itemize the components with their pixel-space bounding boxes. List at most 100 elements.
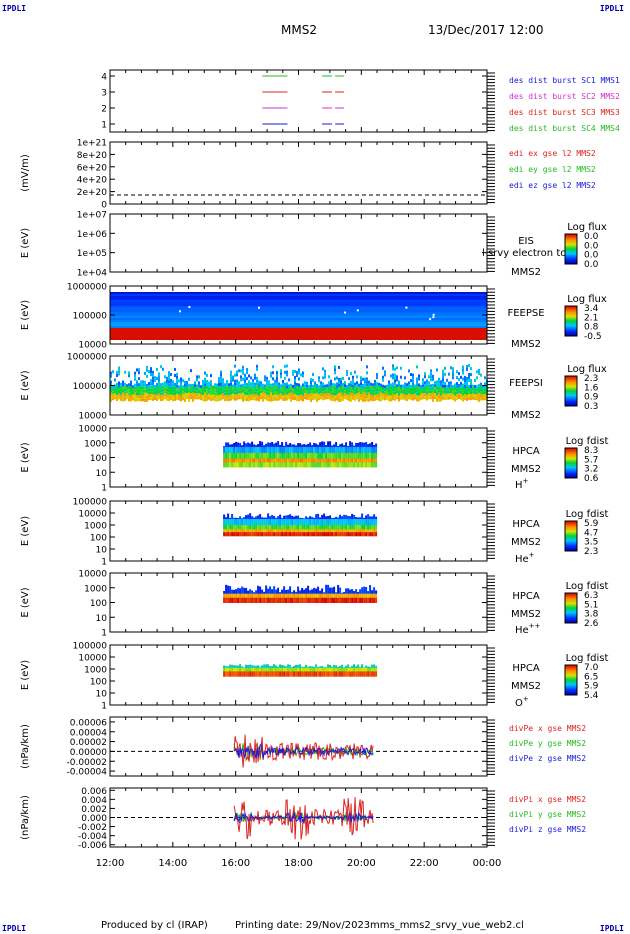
spectrogram-cell	[317, 462, 320, 468]
spectrogram-cell	[341, 516, 344, 520]
spectrogram-cell	[242, 398, 244, 402]
instrument-label: FEEPSE	[507, 308, 544, 319]
spectrogram-cell	[228, 398, 230, 402]
spectrogram-cell	[200, 385, 202, 389]
spectrogram-cell	[276, 373, 278, 377]
panel-frame	[109, 69, 488, 133]
spectrogram-cell	[311, 525, 314, 530]
spectrogram-cell	[178, 394, 180, 398]
spectrogram-cell	[292, 393, 294, 397]
spectrogram-cell	[232, 390, 234, 394]
spectrogram-cell	[424, 396, 426, 400]
spectrogram-cell	[249, 532, 252, 537]
spectrogram-cell	[390, 383, 392, 387]
spectrogram-cell	[474, 397, 476, 401]
spectrogram-cell	[246, 389, 248, 393]
spectrogram-cell	[120, 382, 122, 386]
spectrogram-cell	[315, 593, 318, 599]
spectrogram-cell	[261, 589, 264, 595]
spectrogram-cell	[295, 529, 298, 533]
spectrogram-cell	[251, 519, 254, 526]
spectrogram-cell	[298, 389, 300, 393]
spectrogram-cell	[321, 597, 324, 603]
spectrogram-cell	[294, 378, 296, 382]
spectrogram-cell	[284, 397, 286, 401]
spectrogram-cell	[422, 387, 424, 391]
y-tick-label: 100000	[73, 498, 108, 508]
spectrogram-cell	[347, 452, 350, 460]
spectrogram-cell	[298, 368, 300, 372]
spectrogram-cell	[126, 393, 128, 397]
spectrogram-cell	[307, 666, 310, 669]
spectrogram-cell	[280, 393, 282, 397]
spectrogram-cell	[225, 519, 228, 526]
spectrogram-row	[110, 324, 487, 326]
spectrogram-cell	[286, 388, 288, 392]
spectrogram-cell	[334, 365, 336, 369]
spectrogram-cell	[233, 458, 236, 463]
spectrogram-cell	[248, 398, 250, 402]
spectrogram-cell	[363, 671, 366, 677]
colorbar-tick-label: 0.3	[584, 402, 598, 412]
spectrogram-cell	[230, 391, 232, 395]
spectrogram-cell	[152, 385, 154, 389]
spectrogram-cell	[388, 398, 390, 402]
spectrogram-cell	[266, 379, 268, 383]
spectrogram-cell	[120, 388, 122, 392]
spectrogram-cell	[172, 392, 174, 396]
spectrogram-cell	[338, 392, 340, 396]
spectrogram-cell	[350, 386, 352, 390]
spectrogram-cell	[233, 532, 236, 537]
spectrogram-cell	[311, 666, 314, 669]
spectrogram-cell	[146, 398, 148, 402]
spectrogram-cell	[242, 377, 244, 381]
spectrogram-cell	[462, 395, 464, 399]
spectrogram-cell	[345, 529, 348, 533]
spectrogram-cell	[244, 391, 246, 395]
spectrogram-cell	[262, 392, 264, 396]
spectrogram-cell	[375, 665, 378, 669]
spectrogram-cell	[216, 389, 218, 393]
spectrogram-cell	[239, 588, 242, 595]
spectrogram-cell	[328, 393, 330, 397]
spectrogram-cell	[226, 379, 228, 383]
spectrogram-cell	[262, 389, 264, 393]
spectrogram-cell	[202, 386, 204, 390]
spectrogram-cell	[330, 379, 332, 383]
spectrogram-cell	[308, 385, 310, 389]
spectrogram-cell	[299, 664, 302, 669]
spectrogram-cell	[355, 442, 358, 448]
spectrogram-cell	[280, 387, 282, 391]
spectrogram-cell	[315, 458, 318, 463]
spectrogram-cell	[112, 388, 114, 392]
spectrogram-cell	[282, 398, 284, 402]
spectrogram-cell	[293, 519, 296, 526]
spectrogram-cell	[315, 671, 318, 677]
spectrogram-cell	[482, 394, 484, 398]
spectrogram-cell	[220, 370, 222, 374]
spectrogram-cell	[116, 392, 118, 396]
spectrogram-cell	[371, 593, 374, 599]
colorbar	[564, 664, 578, 696]
spectrogram-cell	[273, 462, 276, 468]
spectrogram-cell	[369, 452, 372, 460]
time-tick-label: 14:00	[158, 858, 187, 869]
spectrogram-cell	[434, 387, 436, 391]
spectrogram-cell	[293, 597, 296, 603]
spectrogram-cell	[335, 516, 338, 520]
spectrogram-cell	[154, 397, 156, 401]
spectrogram-cell	[367, 519, 370, 526]
spectrogram-cell	[360, 394, 362, 398]
spectrogram-cell	[268, 386, 270, 390]
spectrogram-cell	[329, 667, 332, 672]
spectrogram-cell	[216, 398, 218, 402]
spectrogram-cell	[335, 592, 338, 595]
spectrogram-cell	[333, 462, 336, 468]
spectrogram-cell	[295, 593, 298, 599]
spectrogram-cell	[334, 368, 336, 372]
spectrogram-cell	[328, 375, 330, 379]
spectrogram-cell	[420, 390, 422, 394]
spectrogram-cell	[345, 532, 348, 537]
spectrogram-cell	[152, 397, 154, 401]
spectrogram-cell	[359, 452, 362, 460]
